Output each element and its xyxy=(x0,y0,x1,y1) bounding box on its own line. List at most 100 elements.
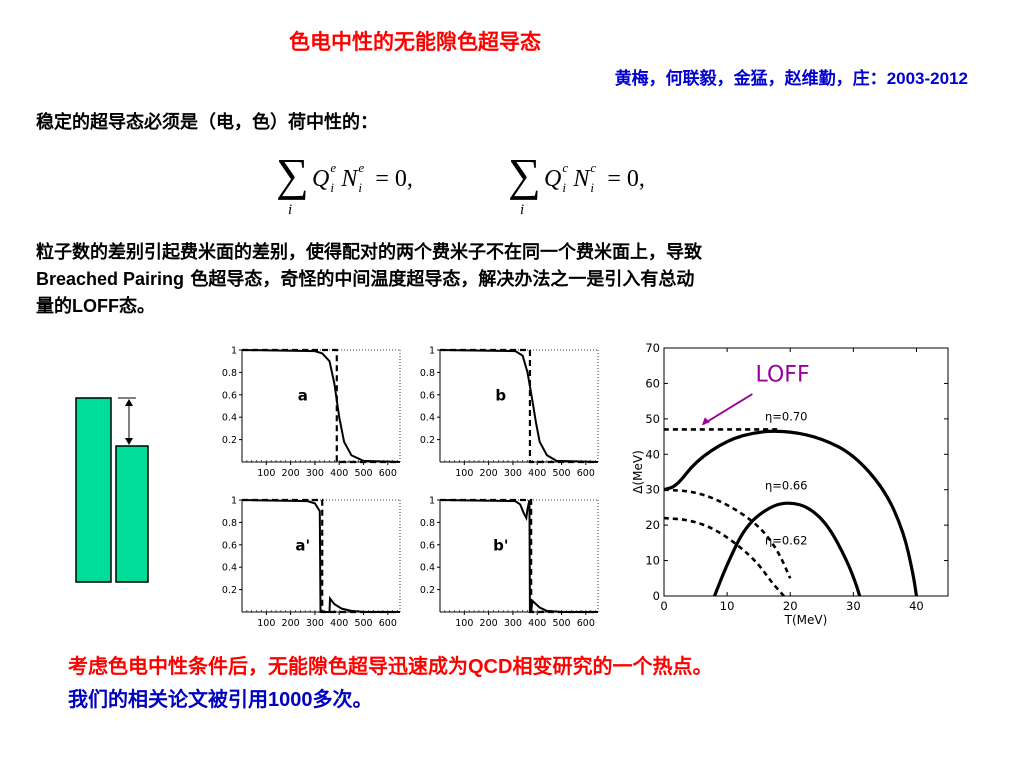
y-tick-label: 0.6 xyxy=(222,390,237,401)
x-tick-label: 400 xyxy=(528,618,546,629)
y-tick-label: 20 xyxy=(645,518,660,532)
y-tick-label: 1 xyxy=(231,346,237,357)
y-tick-label: 0.4 xyxy=(222,563,237,574)
eq1-n-superscript: e xyxy=(358,160,365,175)
conclusion-1-post: 相变研究的一个热点。 xyxy=(512,654,713,678)
eta-label: η=0.66 xyxy=(765,479,808,493)
panel-label: b xyxy=(495,386,506,404)
paragraph-line-3: 量的LOFF态。 xyxy=(36,293,998,320)
y-tick-label: 0.8 xyxy=(420,518,435,529)
x-tick-label: 200 xyxy=(282,618,300,629)
y-tick-label: 0.2 xyxy=(420,585,435,596)
panel-label: a xyxy=(298,386,308,404)
panel-label: a' xyxy=(295,536,310,554)
summation-symbol: ∑ xyxy=(508,149,541,200)
x-tick-label: 0 xyxy=(660,599,667,613)
x-tick-label: 100 xyxy=(257,468,275,479)
y-tick-label: 0.2 xyxy=(420,435,435,446)
y-tick-label: 0.6 xyxy=(420,390,435,401)
x-tick-label: 300 xyxy=(306,618,324,629)
x-tick-label: 30 xyxy=(846,599,861,613)
author-names: 黄梅，何联毅，金猛，赵维勤，庄： xyxy=(614,69,887,89)
occupation-curve xyxy=(439,349,599,463)
arrow-head-down xyxy=(125,438,133,445)
sum-index: i xyxy=(288,202,293,218)
y-tick-label: 0.6 xyxy=(420,540,435,551)
gap-curve-dotted xyxy=(663,516,786,598)
occupation-plot-b: 0.2 0.4 0.6 0.8 1 100 200 300 400 500 600 b xyxy=(420,346,599,479)
x-tick-label: 300 xyxy=(504,468,522,479)
fermi-surface-bar-diagram xyxy=(75,397,149,583)
y-tick-label: 1 xyxy=(429,346,435,357)
y-tick-label: 0.8 xyxy=(222,368,237,379)
paragraph-line-2-rest: 色超导态，奇怪的中间温度超导态，解决办法之一是引入有总动 xyxy=(184,269,695,290)
step-function-line xyxy=(440,498,598,614)
summation-symbol: ∑ xyxy=(276,149,309,200)
gap-curve-dotted xyxy=(663,488,792,579)
x-tick-label: 600 xyxy=(379,468,397,479)
author-years: 2003-2012 xyxy=(886,69,968,88)
y-tick-label: 70 xyxy=(645,341,660,355)
x-tick-label: 20 xyxy=(783,599,798,613)
y-tick-label: 1 xyxy=(429,496,435,507)
eq1-q-subscript: i xyxy=(330,180,334,195)
occupation-plot-a-prime: 0.2 0.4 0.6 0.8 1 100 200 300 400 500 600 a' xyxy=(222,496,401,629)
y-tick-label: 0.2 xyxy=(222,585,237,596)
tall-fermi-bar xyxy=(75,397,112,583)
paragraph-line-1: 粒子数的差别引起费米面的差别，使得配对的两个费米子不在同一个费米面上，导致 xyxy=(36,242,702,263)
gap-curve-solid xyxy=(663,429,919,597)
y-tick-label: 30 xyxy=(645,483,660,497)
eq1-n-subscript: i xyxy=(358,180,362,195)
x-tick-label: 10 xyxy=(720,599,735,613)
plot-frame xyxy=(663,347,949,597)
eq1-rhs: = 0, xyxy=(375,166,413,192)
eq2-n-subscript: i xyxy=(590,180,594,195)
y-axis-label: Δ(MeV) xyxy=(631,450,645,494)
short-fermi-bar xyxy=(115,445,149,583)
y-tick-label: 60 xyxy=(645,376,660,390)
x-tick-label: 300 xyxy=(306,468,324,479)
x-tick-label: 40 xyxy=(909,599,924,613)
conclusion-2-post: 多次。 xyxy=(312,687,373,711)
x-tick-label: 200 xyxy=(480,618,498,629)
eq2-q-subscript: i xyxy=(562,180,566,195)
loff-arrow-head xyxy=(701,417,710,426)
arrow-head-up xyxy=(125,399,133,406)
paragraph-line-3-post: 态。 xyxy=(119,296,155,317)
panel-label: b' xyxy=(493,536,508,554)
step-function-line xyxy=(440,348,598,464)
loff-term: LOFF xyxy=(72,296,119,316)
x-tick-label: 400 xyxy=(528,468,546,479)
y-tick-label: 0 xyxy=(653,589,660,603)
loff-annotation: LOFF xyxy=(756,363,810,388)
x-tick-label: 200 xyxy=(282,468,300,479)
occupation-plot-a: 0.2 0.4 0.6 0.8 1 100 200 300 400 500 600 a xyxy=(222,346,401,479)
y-tick-label: 50 xyxy=(645,412,660,426)
y-tick-label: 0.4 xyxy=(420,563,435,574)
eq2-n-superscript: c xyxy=(590,160,597,175)
conclusion-line-2: 我们的相关论文被引用1000多次。 xyxy=(68,683,373,712)
intro-statement: 稳定的超导态必须是（电，色）荷中性的： xyxy=(36,112,378,133)
x-tick-label: 600 xyxy=(577,468,595,479)
occupation-curve xyxy=(241,349,401,463)
x-axis-label: T(MeV) xyxy=(784,613,828,627)
x-tick-label: 400 xyxy=(330,468,348,479)
y-tick-label: 0.4 xyxy=(222,413,237,424)
y-tick-label: 0.6 xyxy=(222,540,237,551)
eta-label: η=0.70 xyxy=(765,410,808,424)
y-tick-label: 10 xyxy=(645,554,660,568)
occupation-curve xyxy=(439,499,598,613)
x-tick-label: 100 xyxy=(455,618,473,629)
paragraph-line-2: Breached Pairing 色超导态，奇怪的中间温度超导态，解决办法之一是… xyxy=(36,266,998,293)
gap-temperature-chart: 0 10 20 30 40 50 60 70 0 10 20 30 40 T(MeV) Δ(MeV) η=0.… xyxy=(631,341,949,627)
x-tick-label: 200 xyxy=(480,468,498,479)
citation-count: 1000 xyxy=(268,689,313,711)
eq2-q-superscript: c xyxy=(562,160,569,175)
occupation-curve xyxy=(241,499,400,613)
occupation-plot-b-prime: 0.2 0.4 0.6 0.8 1 100 200 300 400 500 600 b' xyxy=(420,496,599,629)
explanation-paragraph: 粒子数的差别引起费米面的差别，使得配对的两个费米子不在同一个费米面上，导致 Br… xyxy=(36,240,998,320)
conclusion-1-pre: 考虑色电中性条件后，无能隙色超导迅速成为 xyxy=(68,654,468,678)
x-tick-label: 500 xyxy=(354,618,372,629)
eta-label: η=0.62 xyxy=(765,534,808,548)
